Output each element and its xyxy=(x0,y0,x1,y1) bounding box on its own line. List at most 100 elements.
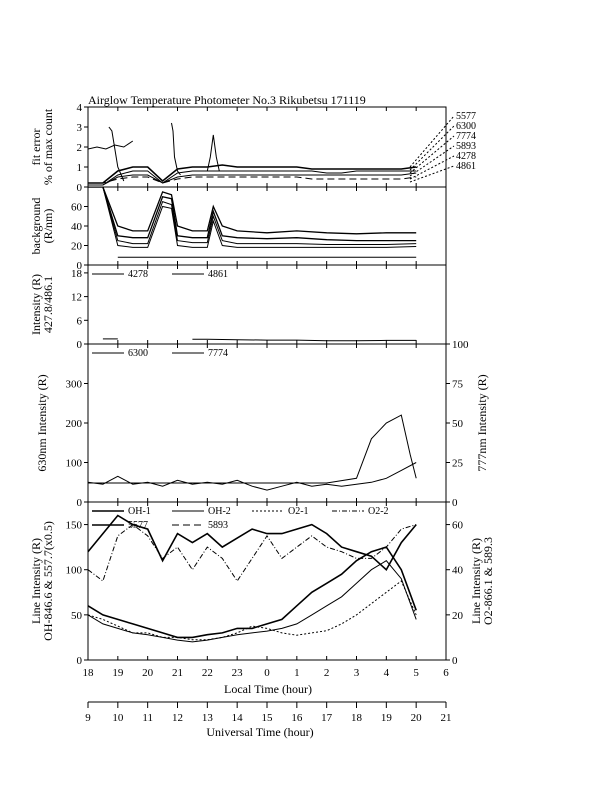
legend-label: 4278 xyxy=(128,269,148,280)
right-series-label: 5893 xyxy=(456,141,476,152)
y-axis-label: (R/nm) xyxy=(41,209,55,244)
y-tick-label: 300 xyxy=(66,379,83,391)
series-line-spike-a xyxy=(171,122,181,176)
right-label-leader xyxy=(409,125,455,171)
y-tick-label: 18 xyxy=(71,268,83,280)
ut-tick-label: 21 xyxy=(441,712,452,724)
y-right-axis-label: 777nm Intensity (R) xyxy=(475,374,489,471)
series-line-spike-b xyxy=(206,134,220,172)
y-tick-label: 12 xyxy=(71,292,82,304)
series-line-OH-2 xyxy=(88,560,417,643)
series-line-bg-1 xyxy=(88,187,417,235)
series-line-OH-1 xyxy=(88,546,417,639)
y-right-tick-label: 0 xyxy=(452,655,458,667)
y-tick-label: 60 xyxy=(71,202,83,214)
series-line-bg-3 xyxy=(88,187,417,245)
y-tick-label: 20 xyxy=(71,241,83,253)
y-tick-label: 150 xyxy=(66,520,83,532)
y-tick-label: 0 xyxy=(77,339,83,351)
local-time-tick-label: 0 xyxy=(264,667,270,679)
y-axis-label: OH-846.6 & 557.7(x0.5) xyxy=(41,521,55,641)
y-axis-label: Intensity (R) xyxy=(29,274,43,335)
ut-tick-label: 16 xyxy=(291,712,303,724)
panel-fit-error: 0 1 2 3 4 fit error% of max count 557763007774… xyxy=(29,102,476,194)
y-tick-label: 0 xyxy=(77,655,83,667)
panel-frame xyxy=(87,343,447,503)
y-tick-label: 100 xyxy=(66,458,83,470)
local-time-tick-label: 23 xyxy=(232,667,244,679)
series-group xyxy=(88,187,417,258)
y-right-tick-label: 100 xyxy=(452,339,469,351)
series-group xyxy=(88,414,417,491)
legend-label: 7774 xyxy=(208,348,228,359)
ut-tick-label: 17 xyxy=(321,712,333,724)
series-line-bg-2 xyxy=(88,187,417,242)
y-tick-label: 0 xyxy=(77,497,83,509)
series-line-O2-2 xyxy=(88,523,417,582)
y-tick-label: 100 xyxy=(66,565,83,577)
local-time-tick-label: 2 xyxy=(324,667,330,679)
legend-label: 5577 xyxy=(128,520,148,531)
ut-tick-label: 19 xyxy=(381,712,393,724)
right-series-label: 4278 xyxy=(456,151,476,162)
y-tick-label: 6 xyxy=(77,315,83,327)
panel-630-777: 0 100 200 300 0 25 50 75 100 630nm Intensity (R) 7… xyxy=(35,339,489,509)
panel-blue-intensity: 0 6 12 18 Intensity (R)427.8/486.1 4278 4861 xyxy=(29,264,447,351)
ut-tick-label: 15 xyxy=(262,712,274,724)
right-series-label: 7774 xyxy=(456,131,476,142)
y-tick-label: 4 xyxy=(77,102,83,114)
y-axis-label: 630nm Intensity (R) xyxy=(35,374,49,471)
legend-label: OH-2 xyxy=(208,506,231,517)
series-line-4278 xyxy=(88,140,134,150)
right-label-leader xyxy=(409,115,455,168)
bottom-time-axes: 18 19 20 21 22 23 0 1 2 3 4 5 69 10 11 12 13 14 15 16 17 18 19… xyxy=(83,667,452,724)
series-line-bg-4 xyxy=(88,187,417,248)
legend: 6300 7774 xyxy=(92,348,228,359)
right-series-label: 5577 xyxy=(456,111,476,122)
local-time-tick-label: 21 xyxy=(172,667,183,679)
series-line-5577 xyxy=(88,164,417,184)
legend-label: O2-2 xyxy=(368,506,389,517)
series-line-7774 xyxy=(88,172,417,186)
series-group xyxy=(88,514,417,643)
y-right-tick-label: 50 xyxy=(452,418,464,430)
y-tick-label: 1 xyxy=(77,162,83,174)
ut-tick-label: 11 xyxy=(142,712,153,724)
y-right-tick-label: 40 xyxy=(452,565,464,577)
y-tick-label: 40 xyxy=(71,221,83,233)
series-line-O2-1 xyxy=(88,580,417,641)
local-time-tick-label: 19 xyxy=(112,667,124,679)
y-axis-label: fit error xyxy=(29,129,43,166)
y-tick-label: 0 xyxy=(77,260,83,272)
y-right-tick-label: 60 xyxy=(452,520,464,532)
series-group xyxy=(102,338,417,342)
series-line-5893 xyxy=(88,176,417,184)
ut-tick-label: 12 xyxy=(172,712,183,724)
legend-label: OH-1 xyxy=(128,506,151,517)
y-axis-label: % of max count xyxy=(41,108,55,185)
panel-background: 0 20 40 60 background(R/nm) xyxy=(29,186,447,272)
local-time-tick-label: 20 xyxy=(142,667,154,679)
legend-label: 6300 xyxy=(128,348,148,359)
series-line-5577 xyxy=(88,514,417,571)
y-right-tick-label: 20 xyxy=(452,610,464,622)
ut-tick-label: 14 xyxy=(232,712,244,724)
y-tick-label: 0 xyxy=(77,182,83,194)
right-label-leader xyxy=(409,145,455,177)
ut-tick-label: 18 xyxy=(351,712,363,724)
y-axis-label: Line Intensity (R) xyxy=(29,538,43,624)
series-line-4861 xyxy=(192,338,417,342)
universal-time-label: Universal Time (hour) xyxy=(206,725,313,739)
local-time-tick-label: 4 xyxy=(384,667,390,679)
y-axis-label: 427.8/486.1 xyxy=(41,276,55,333)
local-time-tick-label: 5 xyxy=(413,667,419,679)
local-time-tick-label: 6 xyxy=(443,667,449,679)
right-label-leader xyxy=(409,165,455,183)
right-label-leader xyxy=(409,135,455,174)
local-time-tick-label: 3 xyxy=(354,667,360,679)
series-line-4861 xyxy=(108,126,125,182)
legend-label: 5893 xyxy=(208,520,228,531)
